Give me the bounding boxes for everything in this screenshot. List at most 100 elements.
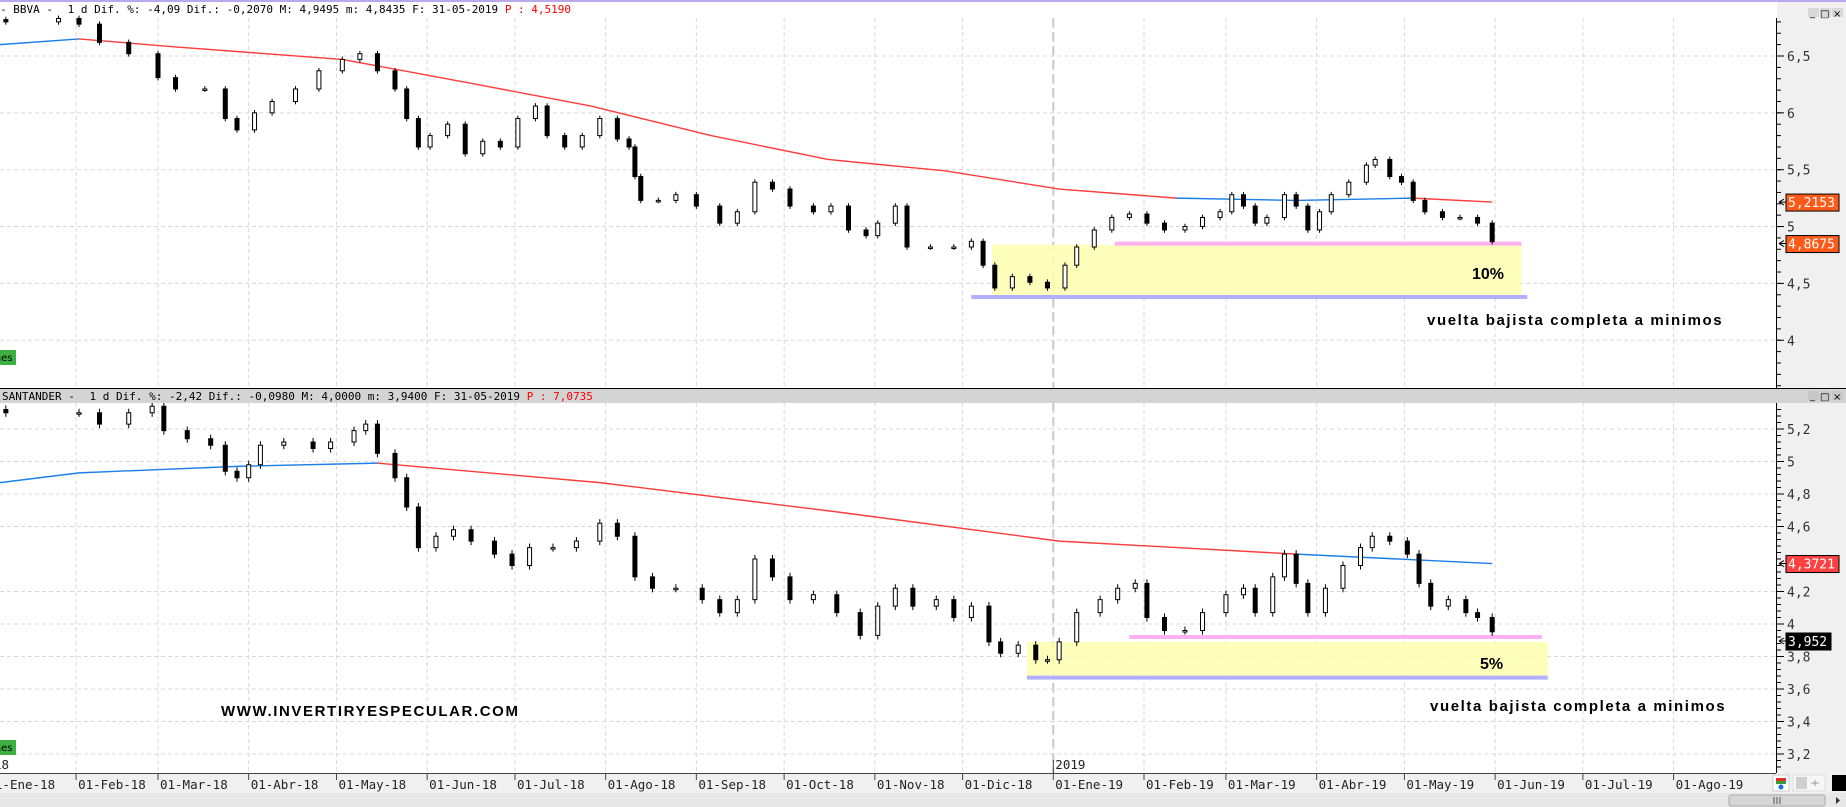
santander-panel[interactable]: 3,2 3,4 3,6 3,8 4 4,2 4,6 4,8 5 5,2 4,3721 3,952: [0, 402, 1840, 768]
candle[interactable]: [638, 176, 644, 201]
candle[interactable]: [1416, 553, 1422, 584]
candle[interactable]: [1091, 229, 1097, 248]
candle[interactable]: [904, 205, 910, 248]
maximize-button[interactable]: □: [1820, 8, 1831, 20]
candle[interactable]: [1363, 164, 1369, 183]
candle[interactable]: [1346, 181, 1352, 196]
candle[interactable]: [1369, 535, 1375, 549]
candle[interactable]: [986, 605, 992, 643]
candle[interactable]: [374, 53, 380, 72]
candle[interactable]: [1305, 582, 1311, 614]
color-swatch-button[interactable]: [1832, 775, 1846, 791]
candle[interactable]: [1372, 158, 1378, 166]
candle[interactable]: [374, 423, 380, 454]
candle[interactable]: [1009, 276, 1015, 289]
candle[interactable]: [810, 594, 816, 601]
candle[interactable]: [1387, 535, 1393, 542]
candle[interactable]: [787, 576, 793, 601]
candle[interactable]: [1097, 599, 1103, 614]
candle[interactable]: [828, 205, 834, 213]
candle[interactable]: [1056, 641, 1062, 661]
candle[interactable]: [126, 41, 132, 55]
candle[interactable]: [1200, 612, 1206, 631]
candle[interactable]: [1044, 281, 1050, 289]
candle[interactable]: [614, 118, 620, 140]
candle[interactable]: [76, 17, 82, 25]
candle[interactable]: [1182, 630, 1188, 633]
candle[interactable]: [632, 146, 638, 178]
candle[interactable]: [328, 441, 334, 449]
candle[interactable]: [468, 529, 474, 542]
candle[interactable]: [527, 547, 533, 566]
candle[interactable]: [1252, 587, 1258, 614]
candle[interactable]: [875, 605, 881, 636]
candle[interactable]: [927, 246, 933, 250]
candle[interactable]: [769, 181, 775, 190]
santander-tag[interactable]: ines: [0, 740, 16, 755]
candle[interactable]: [257, 444, 263, 466]
candle[interactable]: [316, 70, 322, 90]
candle[interactable]: [357, 53, 363, 60]
candle[interactable]: [980, 240, 986, 266]
candle[interactable]: [1229, 194, 1235, 213]
candle[interactable]: [1457, 216, 1463, 220]
candle[interactable]: [951, 599, 957, 618]
bbva-tag[interactable]: ines: [0, 350, 16, 365]
candle[interactable]: [1223, 594, 1229, 614]
candle[interactable]: [562, 135, 568, 148]
candle[interactable]: [1217, 211, 1223, 218]
candle[interactable]: [1445, 599, 1451, 607]
candle[interactable]: [1062, 264, 1068, 289]
candle[interactable]: [968, 605, 974, 618]
minimize-button[interactable]: _: [1808, 8, 1819, 19]
candle[interactable]: [892, 205, 898, 224]
candle[interactable]: [933, 599, 939, 607]
candle[interactable]: [846, 205, 852, 231]
candle[interactable]: [161, 405, 167, 432]
candle[interactable]: [126, 412, 132, 425]
candle[interactable]: [717, 205, 723, 224]
candle[interactable]: [155, 53, 161, 79]
candle[interactable]: [1161, 222, 1167, 231]
candle[interactable]: [293, 88, 299, 102]
candle[interactable]: [184, 430, 190, 440]
candle[interactable]: [246, 464, 252, 479]
candle[interactable]: [1033, 644, 1039, 661]
candle[interactable]: [1182, 226, 1188, 231]
candle[interactable]: [1387, 158, 1393, 178]
candle[interactable]: [404, 477, 410, 508]
candle[interactable]: [451, 529, 457, 537]
candle[interactable]: [351, 430, 357, 443]
candle[interactable]: [96, 412, 102, 425]
candle[interactable]: [863, 229, 869, 237]
candle[interactable]: [1293, 553, 1299, 584]
candle[interactable]: [1281, 194, 1287, 218]
candle[interactable]: [96, 23, 102, 43]
candle[interactable]: [149, 405, 155, 414]
candle[interactable]: [1240, 587, 1246, 596]
candle[interactable]: [968, 240, 974, 248]
minimize-button[interactable]: _: [1808, 391, 1819, 402]
retracement-zone[interactable]: [991, 244, 1522, 296]
candle[interactable]: [532, 105, 538, 120]
candle[interactable]: [269, 100, 275, 114]
candle[interactable]: [998, 641, 1004, 654]
candle[interactable]: [734, 599, 740, 614]
candle[interactable]: [550, 547, 556, 550]
candle[interactable]: [649, 576, 655, 589]
bbva-panel[interactable]: 4 4,5 5 5,5 6 6,5 5,2153 4,8675: [0, 15, 1840, 387]
candle[interactable]: [579, 135, 585, 148]
candle[interactable]: [1126, 213, 1132, 218]
candle[interactable]: [1074, 246, 1080, 266]
candle[interactable]: [1428, 582, 1434, 607]
candle[interactable]: [1270, 576, 1276, 614]
close-button[interactable]: ×: [1832, 391, 1843, 403]
candle[interactable]: [208, 438, 214, 446]
candle[interactable]: [1398, 176, 1404, 183]
scroll-right-arrow-icon[interactable]: [1836, 797, 1840, 804]
candle[interactable]: [655, 199, 661, 203]
candle[interactable]: [1410, 181, 1416, 201]
candle[interactable]: [515, 118, 521, 148]
candle[interactable]: [480, 140, 486, 155]
candle[interactable]: [202, 88, 208, 91]
